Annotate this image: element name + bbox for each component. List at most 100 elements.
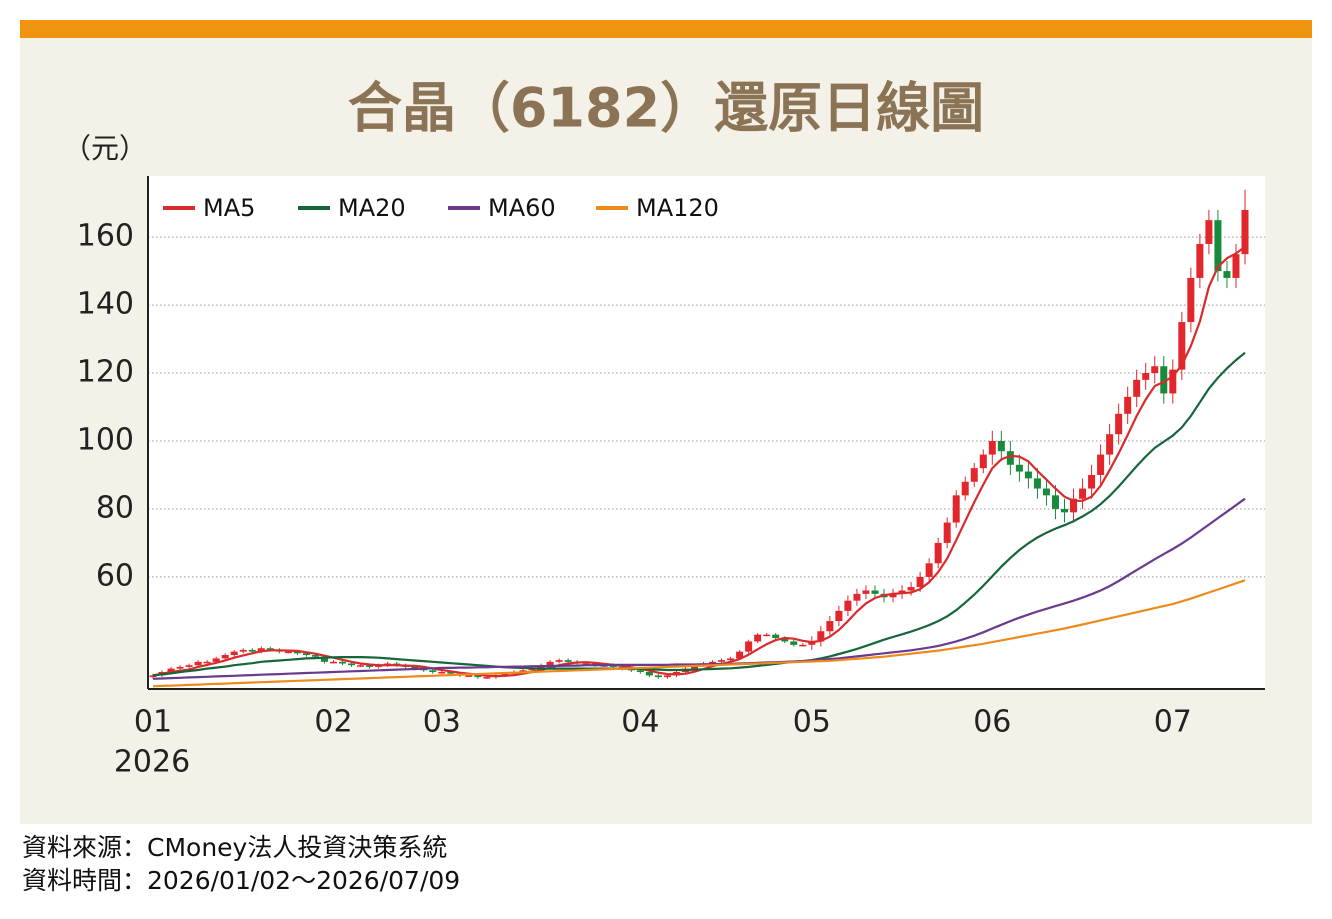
candle-body	[997, 440, 1005, 452]
candle-body	[465, 675, 473, 677]
candle-body	[221, 655, 229, 659]
candle-body	[790, 641, 798, 645]
source-note: 資料來源：CMoney法人投資決策系統	[22, 833, 447, 862]
x-tick-label: 02	[314, 705, 352, 740]
candle-body	[609, 665, 617, 667]
candle-body	[239, 649, 247, 652]
candle-body	[447, 672, 455, 674]
candle-body	[546, 661, 554, 666]
y-tick-label: 160	[77, 219, 134, 254]
candle-body	[519, 670, 527, 673]
candle-body	[988, 440, 996, 455]
candle-body	[916, 576, 924, 588]
candle-body	[230, 651, 238, 656]
candle-body	[474, 675, 482, 678]
candle-body	[943, 522, 951, 543]
candle-body	[293, 651, 301, 654]
candle-body	[1097, 454, 1105, 475]
y-tick-label: 80	[96, 490, 134, 525]
candle-body	[1088, 474, 1096, 489]
ma-line	[152, 497, 1246, 680]
candle-body	[329, 661, 337, 664]
candle-body	[1241, 209, 1249, 255]
candle-body	[763, 634, 771, 637]
candle-body	[718, 660, 726, 662]
x-tick-label: 03	[423, 705, 461, 740]
candle-body	[781, 638, 789, 642]
candle-body	[429, 670, 437, 673]
candle-body	[311, 655, 319, 657]
candle-body	[889, 593, 897, 598]
candle-body	[934, 542, 942, 564]
chart-title: 合晶（6182）還原日線圖	[348, 77, 984, 140]
candle-body	[1061, 508, 1069, 513]
candle-body	[907, 587, 915, 591]
y-tick-label: 140	[77, 287, 134, 322]
candle-body	[1232, 254, 1240, 278]
legend-label: MA60	[488, 194, 556, 222]
candle-body	[663, 675, 671, 678]
candle-body	[645, 672, 653, 676]
candle-body	[799, 644, 807, 647]
top-band	[20, 20, 1312, 38]
candle-body	[727, 658, 735, 661]
candle-body	[1070, 498, 1078, 513]
candle-body	[862, 590, 870, 594]
candle-body	[528, 668, 536, 671]
candle-body	[1142, 373, 1150, 380]
x-tick-label: 05	[793, 705, 831, 740]
candle-body	[1124, 396, 1132, 414]
candle-body	[1214, 220, 1222, 272]
y-tick-label: 120	[77, 355, 134, 390]
candle-body	[357, 665, 365, 667]
candle-body	[366, 665, 374, 667]
candle-body	[167, 668, 175, 673]
legend-label: MA120	[636, 194, 719, 222]
candle-body	[1151, 366, 1159, 374]
candle-body	[438, 672, 446, 674]
candle-body	[176, 666, 184, 669]
candle-body	[1033, 478, 1041, 489]
candle-body	[284, 651, 292, 654]
ma-line	[152, 351, 1246, 677]
candle-body	[1079, 488, 1087, 499]
candle-body	[1024, 471, 1032, 479]
candle-body	[149, 675, 157, 678]
legend: MA5 MA20 MA60 MA120	[163, 194, 719, 222]
candle-body	[248, 649, 256, 652]
candle-body	[1006, 451, 1014, 465]
candle-body	[745, 641, 753, 652]
candle-body	[194, 661, 202, 666]
candle-body	[1223, 271, 1231, 278]
legend-label: MA5	[203, 194, 255, 222]
candle-body	[185, 665, 193, 667]
candle-body	[979, 454, 987, 469]
candle-body	[1205, 220, 1213, 244]
candle-body	[1051, 495, 1059, 509]
x-tick-label: 01	[134, 705, 172, 740]
candle-body	[961, 481, 969, 496]
candle-body	[212, 658, 220, 662]
candle-body	[925, 563, 933, 577]
candle-body	[1169, 369, 1177, 394]
candle-body	[1042, 488, 1050, 496]
candle-body	[853, 593, 861, 601]
marks	[149, 189, 1249, 688]
candle-body	[339, 661, 347, 664]
candle-body	[320, 656, 328, 662]
ma-line	[152, 579, 1246, 688]
candle-body	[1196, 243, 1204, 278]
candle-body	[1187, 277, 1195, 323]
candle-body	[411, 666, 419, 669]
x-tick-label: 04	[621, 705, 659, 740]
candle-body	[736, 651, 744, 659]
candle-body	[302, 653, 310, 656]
candle-body	[1160, 366, 1168, 394]
candle-body	[844, 600, 852, 611]
candle-body	[266, 648, 274, 650]
candle-body	[636, 670, 644, 673]
candle-body	[754, 634, 762, 642]
candle-body	[1115, 413, 1123, 435]
candle-body	[564, 660, 572, 662]
candle-body	[257, 648, 265, 652]
